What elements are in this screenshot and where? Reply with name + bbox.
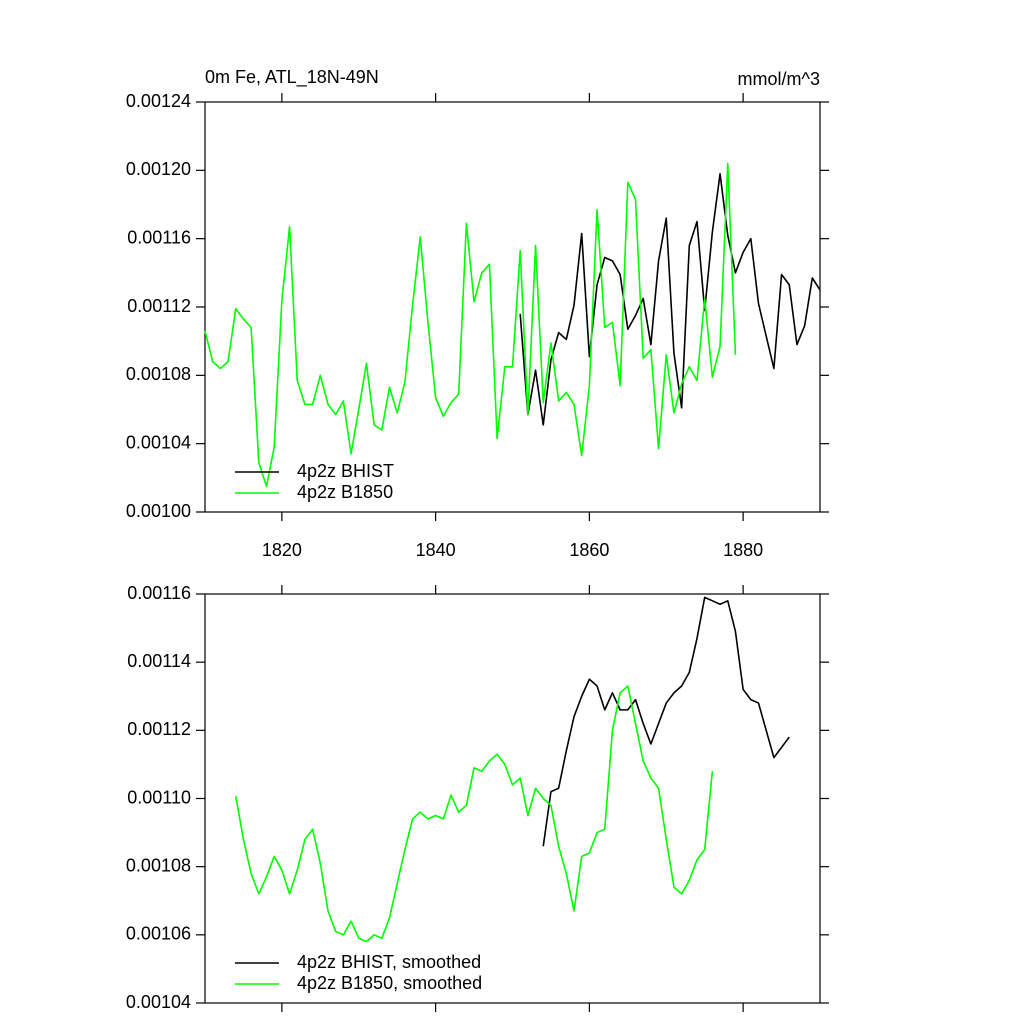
x-tick-label: 1880 (723, 540, 763, 560)
units-label: mmol/m^3 (738, 69, 820, 89)
y-tick-label: 0.00116 (127, 583, 191, 603)
y-tick-label: 0.00112 (127, 296, 191, 316)
y-tick-label: 0.00116 (127, 227, 191, 247)
plot-frame (204, 593, 821, 1004)
y-tick-label: 0.00104 (126, 992, 191, 1012)
legend-label: 4p2z B1850, smoothed (297, 973, 482, 993)
y-tick-label: 0.00124 (126, 91, 191, 111)
y-tick-label: 0.00108 (126, 364, 191, 384)
legend-label: 4p2z BHIST, smoothed (297, 952, 481, 972)
y-tick-label: 0.00108 (126, 855, 191, 875)
series-line (234, 685, 714, 943)
series-line (519, 172, 821, 426)
x-tick-label: 1860 (569, 540, 609, 560)
y-tick-label: 0.00112 (127, 719, 191, 739)
series-line (542, 596, 790, 847)
y-tick-label: 0.00100 (126, 501, 191, 521)
series-line (204, 162, 737, 488)
y-tick-label: 0.00106 (126, 924, 191, 944)
chart-title: 0m Fe, ATL_18N-49N (205, 67, 379, 88)
x-tick-label: 1820 (262, 540, 302, 560)
y-tick-label: 0.00120 (126, 159, 191, 179)
legend-label: 4p2z B1850 (297, 482, 393, 502)
y-tick-label: 0.00110 (127, 787, 191, 807)
x-tick-label: 1840 (416, 540, 456, 560)
y-tick-label: 0.00114 (127, 651, 191, 671)
legend-label: 4p2z BHIST (297, 461, 394, 481)
y-tick-label: 0.00104 (126, 432, 191, 452)
